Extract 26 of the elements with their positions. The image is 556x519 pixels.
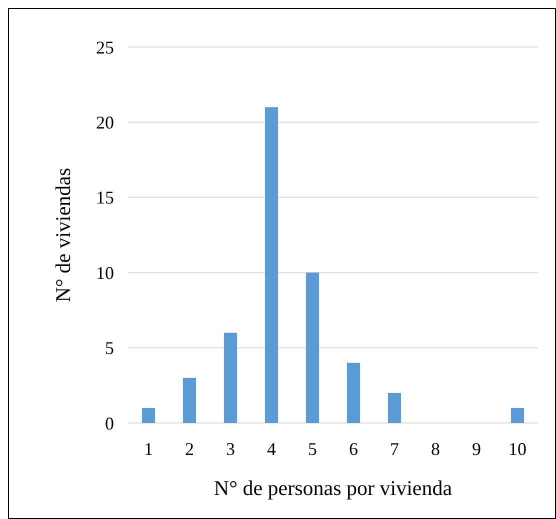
x-tick-label: 4 [267, 439, 276, 459]
bar [346, 362, 360, 423]
bar [264, 107, 278, 423]
bar [510, 408, 524, 423]
y-tick-label: 20 [96, 112, 114, 132]
x-tick-label: 3 [226, 439, 235, 459]
x-tick-label: 7 [390, 439, 399, 459]
y-tick-label: 15 [96, 188, 114, 208]
y-axis-title: N° de viviendas [51, 168, 75, 302]
x-tick-label: 5 [308, 439, 317, 459]
bar [224, 332, 238, 423]
x-axis-title: N° de personas por vivienda [214, 476, 453, 500]
x-tick-label: 6 [349, 439, 358, 459]
y-tick-label: 5 [105, 338, 114, 358]
bar [182, 378, 196, 423]
bar [142, 408, 156, 423]
x-tick-label: 8 [431, 439, 440, 459]
y-tick-label: 25 [96, 37, 114, 58]
x-tick-label: 1 [144, 439, 153, 459]
y-tick-label: 0 [105, 413, 114, 434]
x-tick-label: 2 [185, 439, 194, 459]
y-tick-label: 10 [96, 262, 114, 283]
bar [388, 392, 402, 423]
bar [306, 272, 320, 423]
x-tick-label: 10 [508, 439, 526, 459]
x-tick-label: 9 [472, 439, 481, 459]
